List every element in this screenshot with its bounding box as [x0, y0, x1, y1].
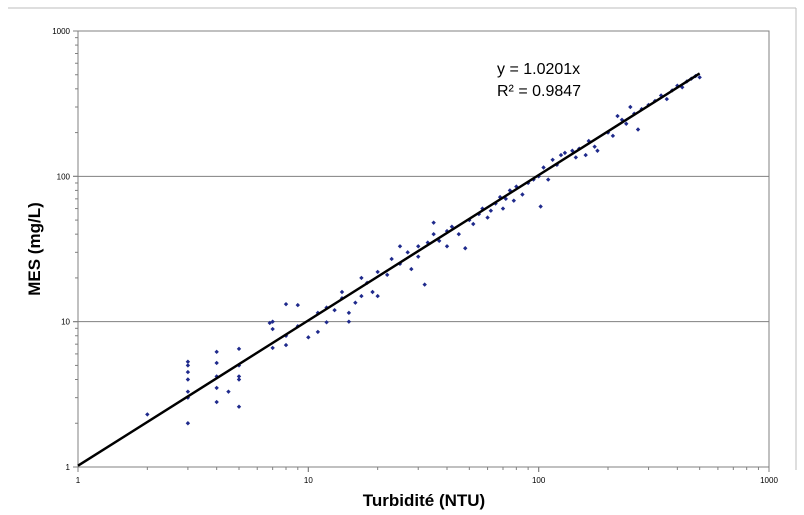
data-point — [397, 244, 403, 249]
data-point — [315, 329, 321, 335]
data-point — [431, 220, 436, 225]
data-point — [538, 204, 543, 209]
x-tick-label-10: 10 — [304, 476, 313, 485]
data-point — [444, 244, 450, 249]
x-tick-label-1000: 1000 — [760, 476, 778, 485]
data-point — [628, 104, 633, 110]
data-point — [236, 346, 242, 352]
data-point — [295, 302, 300, 308]
data-point — [353, 300, 358, 305]
data-point — [416, 244, 421, 249]
x-axis-tick-labels: 1 10 100 1000 — [76, 476, 779, 485]
data-point — [546, 177, 551, 182]
data-point — [635, 127, 641, 132]
data-point — [550, 157, 555, 162]
data-point — [514, 184, 519, 189]
data-point — [270, 319, 275, 324]
data-point — [562, 150, 568, 156]
data-point — [375, 269, 380, 275]
data-point — [236, 377, 242, 382]
data-point — [592, 144, 597, 149]
equation-label: y = 1.0201x — [497, 61, 580, 78]
data-point — [500, 206, 506, 211]
data-point — [283, 301, 289, 307]
data-point — [214, 385, 219, 391]
r-squared-label: R² = 0.9847 — [497, 83, 581, 100]
data-point — [405, 250, 410, 255]
y-tick-label-1000: 1000 — [52, 27, 70, 36]
data-point — [339, 289, 345, 295]
data-points — [145, 73, 702, 426]
data-point — [463, 246, 468, 251]
data-point — [270, 345, 275, 351]
data-point — [385, 272, 390, 278]
data-point — [226, 389, 231, 394]
y-axis-title: MES (mg/L) — [25, 202, 44, 296]
plot-area — [77, 30, 770, 468]
data-point — [511, 198, 517, 203]
data-point — [541, 165, 546, 170]
data-point — [359, 275, 364, 281]
data-point — [431, 231, 436, 237]
data-point — [375, 293, 380, 299]
data-point — [324, 320, 329, 325]
data-point — [145, 412, 150, 417]
data-point — [185, 377, 191, 382]
data-point — [583, 152, 588, 158]
data-point — [185, 359, 191, 364]
data-point — [185, 389, 191, 394]
data-point — [485, 215, 490, 220]
data-point — [370, 289, 375, 295]
x-axis-title: Turbidité (NTU) — [363, 491, 485, 510]
data-point — [595, 148, 600, 153]
data-point — [283, 342, 289, 348]
data-point — [615, 113, 620, 119]
data-point — [416, 254, 421, 259]
x-tick-label-1: 1 — [76, 476, 81, 485]
data-point — [624, 121, 629, 126]
data-point — [409, 266, 414, 272]
data-point — [185, 369, 191, 375]
data-point — [573, 155, 579, 160]
data-point — [332, 307, 337, 313]
data-point — [346, 319, 352, 324]
x-tick-label-100: 100 — [532, 476, 546, 485]
y-tick-label-1: 1 — [66, 463, 71, 472]
data-point — [214, 360, 219, 366]
data-point — [214, 349, 219, 355]
data-point — [610, 133, 616, 139]
y-axis-tick-labels: 1 10 100 1000 — [52, 27, 70, 472]
data-point — [389, 256, 394, 262]
data-point — [520, 192, 525, 197]
data-point — [185, 421, 191, 426]
trendline — [77, 72, 701, 467]
data-point — [270, 326, 275, 332]
data-point — [359, 293, 364, 299]
data-point — [236, 404, 242, 409]
data-point — [422, 282, 427, 287]
data-point — [185, 363, 191, 368]
data-point — [456, 231, 461, 237]
data-point — [214, 399, 219, 405]
data-point — [471, 221, 476, 227]
data-point — [306, 335, 311, 340]
data-point — [664, 96, 670, 102]
data-point — [619, 117, 625, 122]
data-point — [236, 374, 242, 379]
y-tick-label-10: 10 — [61, 318, 70, 327]
y-tick-label-100: 100 — [57, 172, 71, 181]
data-point — [488, 208, 494, 213]
data-point — [346, 310, 352, 316]
data-point — [697, 75, 702, 80]
data-point — [680, 85, 685, 90]
data-point — [558, 152, 564, 158]
axis-ticks — [73, 30, 770, 472]
